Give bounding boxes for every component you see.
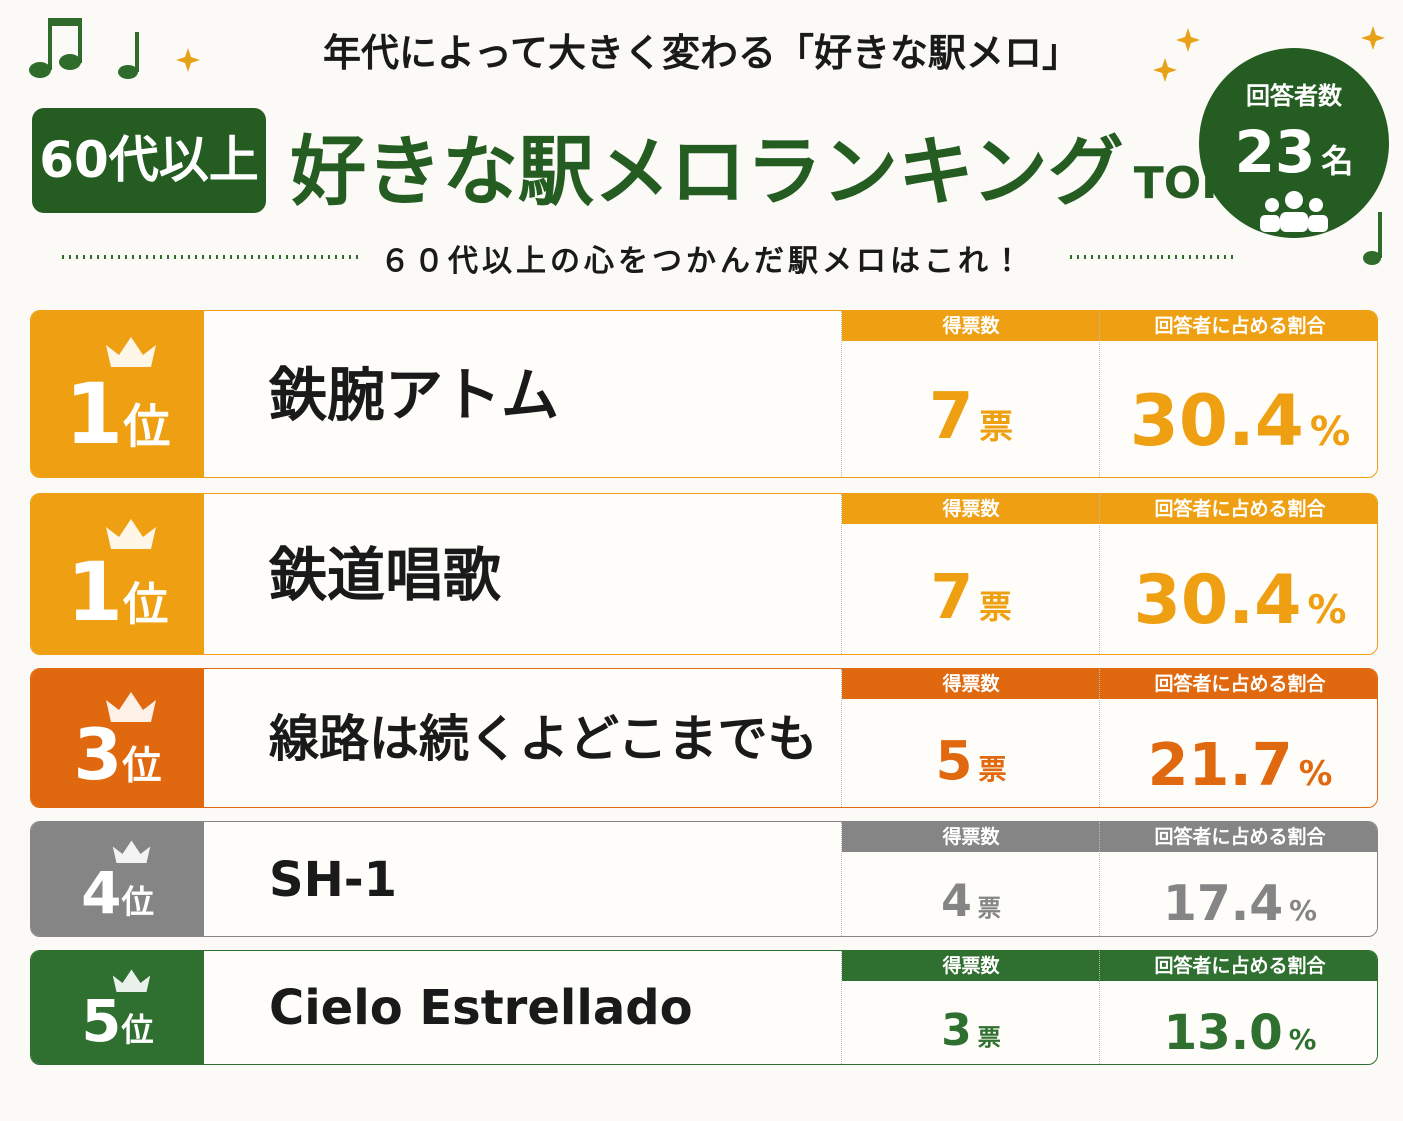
share-unit: % xyxy=(1309,407,1351,455)
rank-unit: 位 xyxy=(121,883,154,922)
ranking-row: 1位 鉄腕アトム 得票数 7 票回答者に占める割合 30.4% xyxy=(30,310,1378,478)
votes-number: 7 xyxy=(928,379,974,454)
rank-number: 5 xyxy=(81,987,122,1055)
respondents: 23 名 xyxy=(1199,118,1389,186)
melody-name: SH-1 xyxy=(269,852,398,908)
share-unit: % xyxy=(1307,587,1347,633)
title: 好きな駅メロランキング TOP5 xyxy=(290,110,1264,220)
rank-number: 1 xyxy=(64,364,124,463)
votes-header: 得票数 xyxy=(842,951,1100,981)
rank-label: 4位 xyxy=(31,859,204,927)
crown xyxy=(106,337,156,368)
votes-cell: 得票数 7 票 xyxy=(841,494,1100,654)
melody-name: Cielo Estrellado xyxy=(269,980,693,1036)
share-value: 13.0% xyxy=(1100,1004,1377,1061)
ranking-row: 1位 鉄道唱歌 得票数 7 票回答者に占める割合 30.4% xyxy=(30,493,1378,655)
share-number: 30.4 xyxy=(1133,560,1302,640)
votes-unit: 票 xyxy=(979,587,1012,626)
votes-number: 3 xyxy=(941,1004,972,1056)
share-cell: 回答者に占める割合 30.4% xyxy=(1099,494,1377,654)
rank-box: 1位 xyxy=(31,494,204,654)
crown xyxy=(112,840,150,863)
votes-cell: 得票数 3 票 xyxy=(841,951,1100,1064)
share-cell: 回答者に占める割合 30.4% xyxy=(1099,311,1377,477)
share-cell: 回答者に占める割合 17.4% xyxy=(1099,822,1377,936)
share-unit: % xyxy=(1298,753,1333,793)
ranking-row: 5位 Cielo Estrellado 得票数 3 票回答者に占める割合 13.0% xyxy=(30,950,1378,1065)
crown xyxy=(112,969,150,992)
share-header: 回答者に占める割合 xyxy=(1100,822,1377,852)
rank-label: 1位 xyxy=(31,365,204,463)
share-value: 30.4% xyxy=(1100,379,1377,462)
melody-name: 線路は続くよどこまでも xyxy=(269,710,818,768)
share-value: 30.4% xyxy=(1100,560,1377,640)
share-cell: 回答者に占める割合 21.7% xyxy=(1099,669,1377,807)
respondents-unit: 名 xyxy=(1321,142,1354,180)
title-main: 好きな駅メロランキング xyxy=(290,127,1124,216)
rank-unit: 位 xyxy=(121,1010,154,1049)
rank-unit: 位 xyxy=(122,743,162,789)
votes-unit: 票 xyxy=(977,1024,1001,1051)
decoration xyxy=(29,18,1389,265)
respondents-label: 回答者数 xyxy=(1246,82,1342,110)
share-unit: % xyxy=(1289,894,1318,928)
rank-box: 1位 xyxy=(31,311,204,477)
votes-header: 得票数 xyxy=(842,822,1100,852)
tagline: ６０代以上の心をつかんだ駅メロはこれ！ xyxy=(380,244,1026,279)
crown xyxy=(106,691,156,722)
rank-unit: 位 xyxy=(123,577,169,631)
rank-box: 3位 xyxy=(31,669,204,807)
share-cell: 回答者に占める割合 13.0% xyxy=(1099,951,1377,1064)
share-header: 回答者に占める割合 xyxy=(1100,311,1377,341)
share-number: 17.4 xyxy=(1162,876,1284,933)
rank-number: 4 xyxy=(81,859,122,928)
votes-header: 得票数 xyxy=(842,311,1100,341)
votes-header: 得票数 xyxy=(842,494,1100,524)
respondents-count: 23 xyxy=(1234,118,1316,186)
votes-unit: 票 xyxy=(977,895,1001,923)
rank-label: 1位 xyxy=(31,546,204,640)
share-value: 21.7% xyxy=(1100,729,1377,799)
share-unit: % xyxy=(1288,1022,1317,1056)
rank-label: 3位 xyxy=(31,714,204,796)
votes-cell: 得票数 4 票 xyxy=(841,822,1100,936)
rank-label: 5位 xyxy=(31,988,204,1055)
votes-cell: 得票数 5 票 xyxy=(841,669,1100,807)
crown xyxy=(106,519,156,550)
votes-number: 5 xyxy=(935,729,973,792)
share-number: 21.7 xyxy=(1147,729,1293,799)
rank-number: 3 xyxy=(73,713,123,796)
rank-number: 1 xyxy=(66,545,123,640)
votes-number: 4 xyxy=(941,876,972,928)
votes-header: 得票数 xyxy=(842,669,1100,699)
rank-unit: 位 xyxy=(123,399,171,455)
share-header: 回答者に占める割合 xyxy=(1100,494,1377,524)
ranking-row: 4位 SH-1 得票数 4 票回答者に占める割合 17.4% xyxy=(30,821,1378,937)
rank-box: 5位 xyxy=(31,951,204,1064)
kicker: 年代によって大きく変わる「好きな駅メロ」 xyxy=(323,31,1080,75)
rank-box: 4位 xyxy=(31,822,204,936)
votes-unit: 票 xyxy=(978,752,1007,786)
votes-number: 7 xyxy=(930,560,974,633)
share-header: 回答者に占める割合 xyxy=(1100,951,1377,981)
melody-name: 鉄腕アトム xyxy=(269,361,560,429)
melody-name: 鉄道唱歌 xyxy=(269,541,502,609)
share-number: 13.0 xyxy=(1163,1004,1283,1061)
badge: 60代以上 xyxy=(39,131,259,189)
share-number: 30.4 xyxy=(1129,379,1304,462)
ranking-row: 3位 線路は続くよどこまでも 得票数 5 票 回答者に占める割合 21.7% xyxy=(30,668,1378,808)
title-suffix: TOP5 xyxy=(1133,158,1265,209)
share-header: 回答者に占める割合 xyxy=(1100,669,1377,699)
votes-cell: 得票数 7 票 xyxy=(841,311,1100,477)
votes-unit: 票 xyxy=(979,406,1013,446)
share-value: 17.4% xyxy=(1100,876,1377,933)
